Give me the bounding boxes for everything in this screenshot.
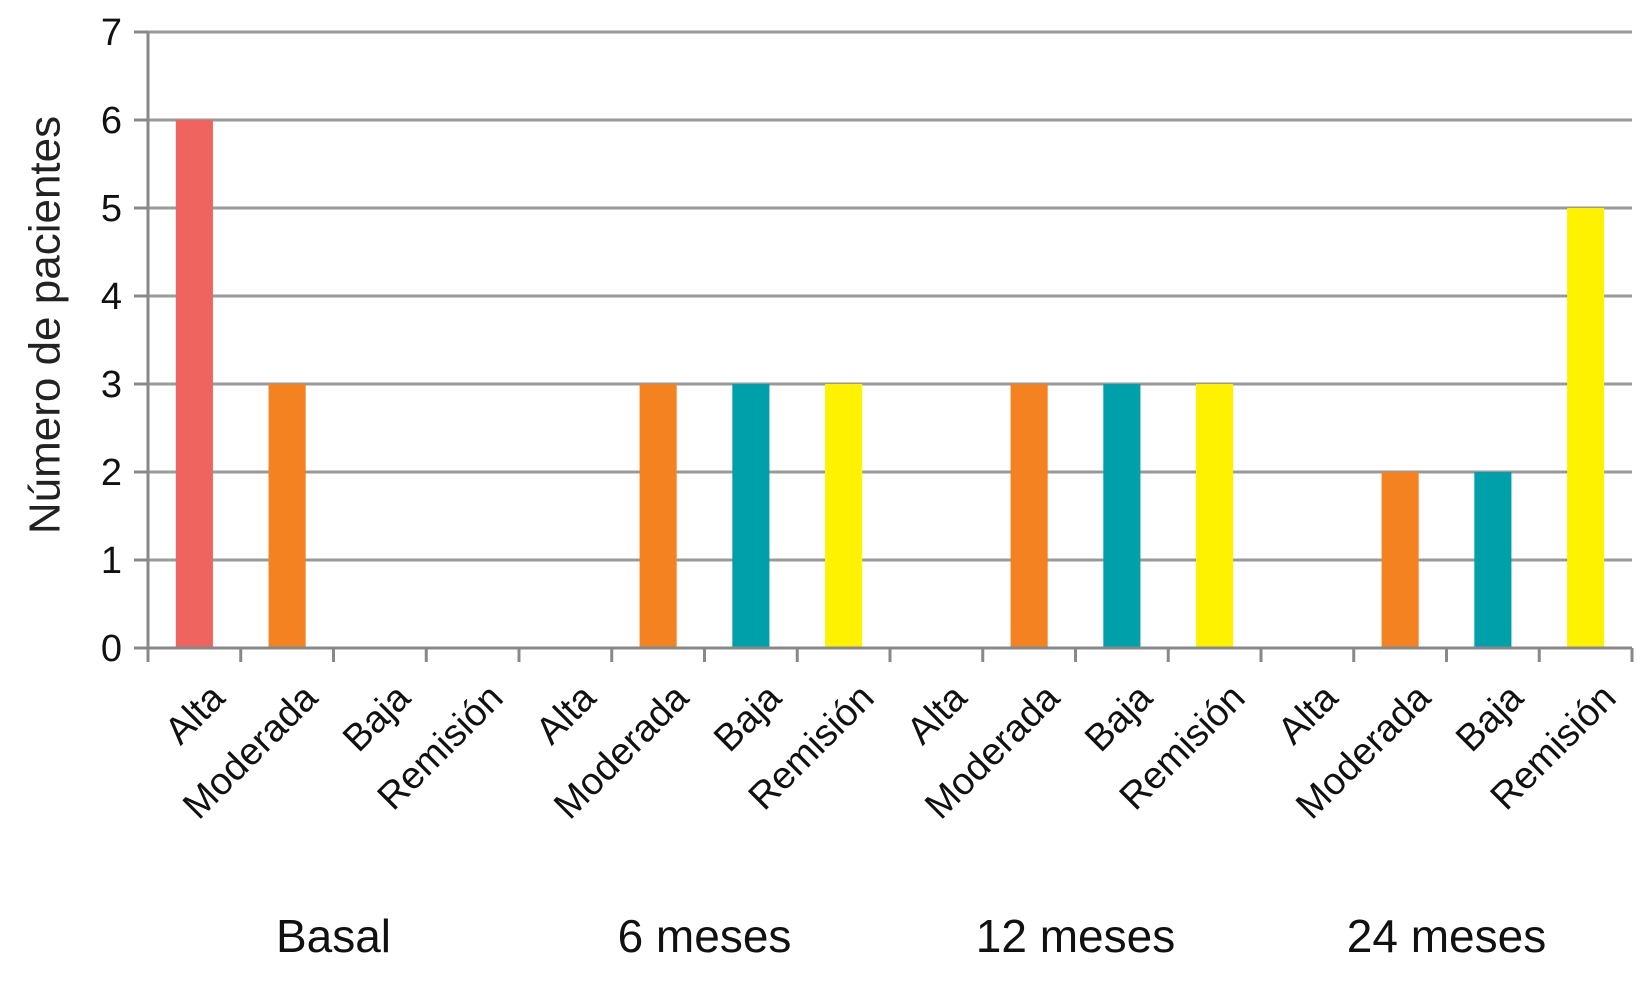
y-axis-label: Número de pacientes bbox=[21, 116, 70, 534]
gridlines bbox=[148, 30, 1632, 562]
x-category-label-3-2: Baja bbox=[1448, 676, 1532, 760]
bar-1-3 bbox=[825, 384, 863, 648]
axes bbox=[134, 30, 1634, 662]
y-tick-label-7: 7 bbox=[101, 12, 122, 54]
bars bbox=[175, 120, 1605, 648]
bar-2-1 bbox=[1010, 384, 1048, 648]
x-category-label-2-0: Alta bbox=[899, 676, 976, 753]
x-group-label-0: Basal bbox=[276, 910, 391, 962]
x-group-label-3: 24 meses bbox=[1347, 910, 1546, 962]
bar-2-3 bbox=[1196, 384, 1234, 648]
x-group-labels: Basal 6 meses 12 meses 24 meses bbox=[276, 910, 1546, 962]
y-tick-label-5: 5 bbox=[101, 188, 122, 230]
y-tick-label-0: 0 bbox=[101, 628, 122, 670]
bar-3-3 bbox=[1567, 208, 1605, 648]
y-tick-label-3: 3 bbox=[101, 364, 122, 406]
y-tick-label-6: 6 bbox=[101, 100, 122, 142]
y-tick-label-4: 4 bbox=[101, 276, 122, 318]
x-category-label-1-2: Baja bbox=[706, 676, 790, 760]
y-tick-label-2: 2 bbox=[101, 452, 122, 494]
x-category-label-2-2: Baja bbox=[1077, 676, 1161, 760]
bar-1-1 bbox=[639, 384, 677, 648]
y-tick-labels: 0 1 2 3 4 5 6 7 bbox=[101, 12, 122, 670]
x-category-label-3-0: Alta bbox=[1270, 676, 1347, 753]
x-category-label-0-0: Alta bbox=[157, 676, 234, 753]
bar-1-2 bbox=[732, 384, 770, 648]
x-category-label-1-0: Alta bbox=[528, 676, 605, 753]
bar-2-2 bbox=[1103, 384, 1141, 648]
x-group-label-2: 12 meses bbox=[976, 910, 1175, 962]
bar-0-0 bbox=[175, 120, 213, 648]
y-tick-label-1: 1 bbox=[101, 540, 122, 582]
bar-3-2 bbox=[1474, 472, 1512, 648]
bar-0-1 bbox=[268, 384, 306, 648]
x-category-label-0-2: Baja bbox=[335, 676, 419, 760]
x-group-label-1: 6 meses bbox=[618, 910, 792, 962]
bar-3-1 bbox=[1381, 472, 1419, 648]
